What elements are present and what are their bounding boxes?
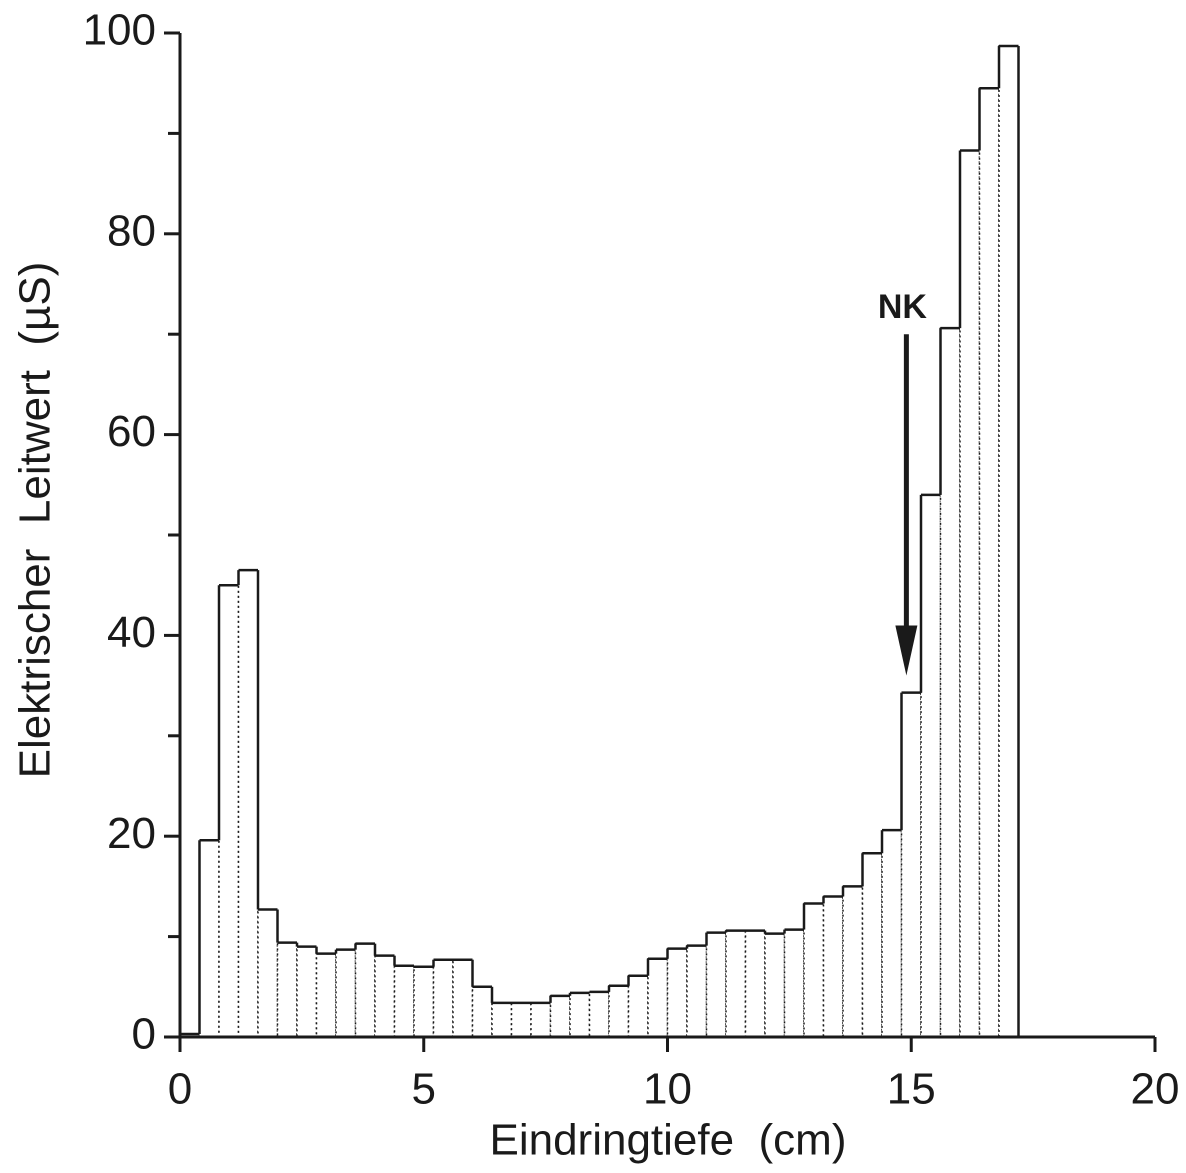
bar [374, 954, 396, 1038]
x-axis-label: Eindringtiefe (cm) [489, 1116, 846, 1165]
annotation-label: NK [878, 288, 928, 326]
bar [861, 852, 883, 1038]
bar [627, 975, 649, 1038]
bar [510, 1002, 532, 1038]
bar [647, 957, 669, 1038]
bar [705, 931, 727, 1038]
bar [198, 839, 220, 1038]
bar [978, 87, 1000, 1038]
x-tick-label: 15 [887, 1065, 936, 1114]
bar [608, 985, 630, 1038]
bar [764, 932, 786, 1038]
bar [588, 991, 610, 1038]
bar [354, 942, 376, 1038]
x-tick-label: 0 [168, 1065, 192, 1114]
y-tick-label: 0 [132, 1010, 156, 1059]
bar [900, 691, 922, 1038]
y-axis-label: Elektrischer Leitwert (µS) [11, 262, 60, 779]
x-tick-label: 10 [643, 1065, 692, 1114]
y-tick-label: 80 [107, 206, 156, 255]
bar [218, 584, 240, 1038]
bar [822, 895, 844, 1038]
bar [783, 928, 805, 1038]
bar [491, 1002, 513, 1038]
bar [530, 1002, 552, 1038]
bar [842, 885, 864, 1038]
bar [686, 944, 708, 1038]
bar [803, 902, 825, 1038]
bar [998, 45, 1020, 1038]
bar [471, 986, 493, 1038]
annotation-arrowhead [895, 625, 918, 676]
bar [569, 992, 591, 1038]
bar [549, 995, 571, 1038]
bar [744, 929, 766, 1038]
bar [413, 965, 435, 1038]
bar [920, 494, 942, 1038]
y-tick-label: 100 [83, 6, 156, 55]
x-tick-label: 20 [1131, 1065, 1180, 1114]
bar [432, 958, 454, 1038]
y-tick-label: 60 [107, 407, 156, 456]
bar [959, 149, 981, 1038]
bar [315, 952, 337, 1038]
bar [276, 941, 298, 1038]
y-tick-label: 20 [107, 809, 156, 858]
y-tick-label: 40 [107, 608, 156, 657]
bar [939, 327, 961, 1038]
bar [237, 569, 259, 1038]
x-tick-label: 5 [412, 1065, 436, 1114]
bar [881, 829, 903, 1038]
bar [452, 958, 474, 1038]
bar [257, 908, 279, 1038]
bar [296, 945, 318, 1038]
bar [725, 929, 747, 1038]
bar [393, 964, 415, 1038]
bar [666, 947, 688, 1038]
bar [335, 948, 357, 1038]
